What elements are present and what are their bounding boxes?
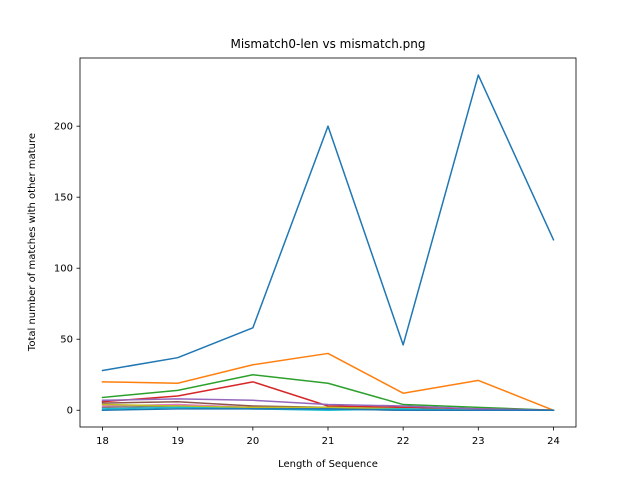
axes-layer: 18 19 20 21 22 23 24 0 50 100 150 200: [54, 57, 577, 447]
series-line-11: [101, 408, 555, 412]
y-tick-label: 0: [67, 406, 73, 417]
series-line-3: [101, 373, 555, 412]
chart-title: Mismatch0-len vs mismatch.png: [230, 37, 425, 51]
x-tick-label: 22: [397, 436, 410, 447]
y-axis-label: Total number of matches with other matur…: [27, 133, 38, 352]
x-tick-label: 24: [547, 436, 560, 447]
y-tick-label: 200: [54, 122, 73, 133]
x-tick-label: 20: [246, 436, 259, 447]
x-axis-label: Length of Sequence: [278, 459, 378, 470]
x-tick-label: 19: [171, 436, 184, 447]
series-line-2: [101, 352, 555, 412]
series-layer: [101, 74, 555, 412]
series-line-5: [101, 398, 555, 412]
x-tick-label: 18: [96, 436, 109, 447]
y-tick-label: 50: [60, 335, 73, 346]
x-tick-label: 21: [322, 436, 335, 447]
y-tick-label: 150: [54, 193, 73, 204]
y-tick-label: 100: [54, 264, 73, 275]
x-tick-label: 23: [472, 436, 485, 447]
series-line-1: [101, 74, 555, 372]
